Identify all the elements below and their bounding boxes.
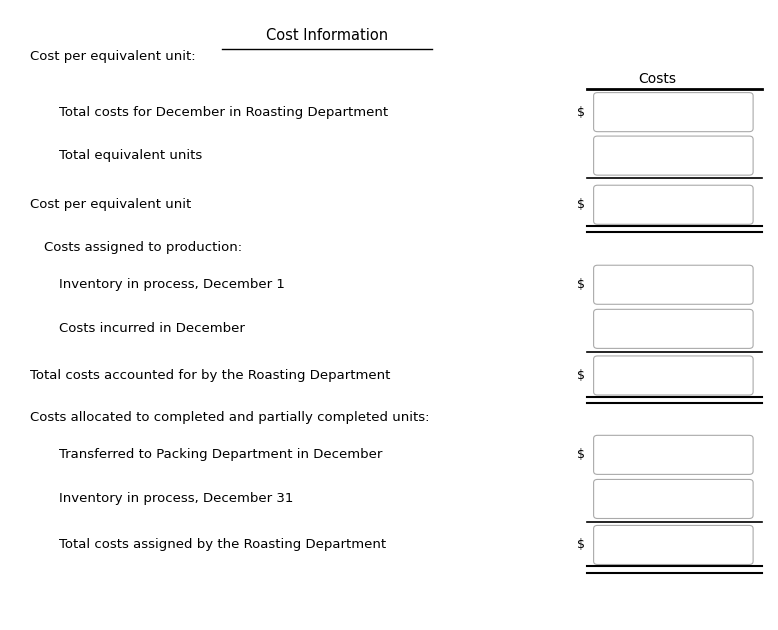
FancyBboxPatch shape (594, 309, 753, 348)
FancyBboxPatch shape (594, 265, 753, 304)
Text: Inventory in process, December 1: Inventory in process, December 1 (59, 278, 285, 291)
FancyBboxPatch shape (594, 525, 753, 564)
FancyBboxPatch shape (594, 136, 753, 175)
Text: Transferred to Packing Department in December: Transferred to Packing Department in Dec… (59, 449, 383, 461)
FancyBboxPatch shape (594, 93, 753, 132)
Text: Costs: Costs (639, 72, 676, 86)
Text: $: $ (577, 106, 585, 118)
FancyBboxPatch shape (594, 185, 753, 224)
FancyBboxPatch shape (594, 356, 753, 395)
Text: Total costs for December in Roasting Department: Total costs for December in Roasting Dep… (59, 106, 388, 118)
Text: Costs assigned to production:: Costs assigned to production: (44, 241, 243, 254)
Text: $: $ (577, 369, 585, 382)
Text: Total costs assigned by the Roasting Department: Total costs assigned by the Roasting Dep… (59, 539, 386, 551)
Text: $: $ (577, 198, 585, 211)
Text: Costs allocated to completed and partially completed units:: Costs allocated to completed and partial… (30, 411, 429, 424)
Text: Inventory in process, December 31: Inventory in process, December 31 (59, 493, 293, 505)
Text: Cost Information: Cost Information (266, 28, 387, 43)
Text: $: $ (577, 449, 585, 461)
Text: Costs incurred in December: Costs incurred in December (59, 323, 245, 335)
FancyBboxPatch shape (594, 435, 753, 474)
Text: Cost per equivalent unit: Cost per equivalent unit (30, 198, 191, 211)
FancyBboxPatch shape (594, 479, 753, 518)
Text: Total costs accounted for by the Roasting Department: Total costs accounted for by the Roastin… (30, 369, 390, 382)
Text: Total equivalent units: Total equivalent units (59, 149, 202, 162)
Text: $: $ (577, 539, 585, 551)
Text: Cost per equivalent unit:: Cost per equivalent unit: (30, 50, 195, 63)
Text: $: $ (577, 278, 585, 291)
